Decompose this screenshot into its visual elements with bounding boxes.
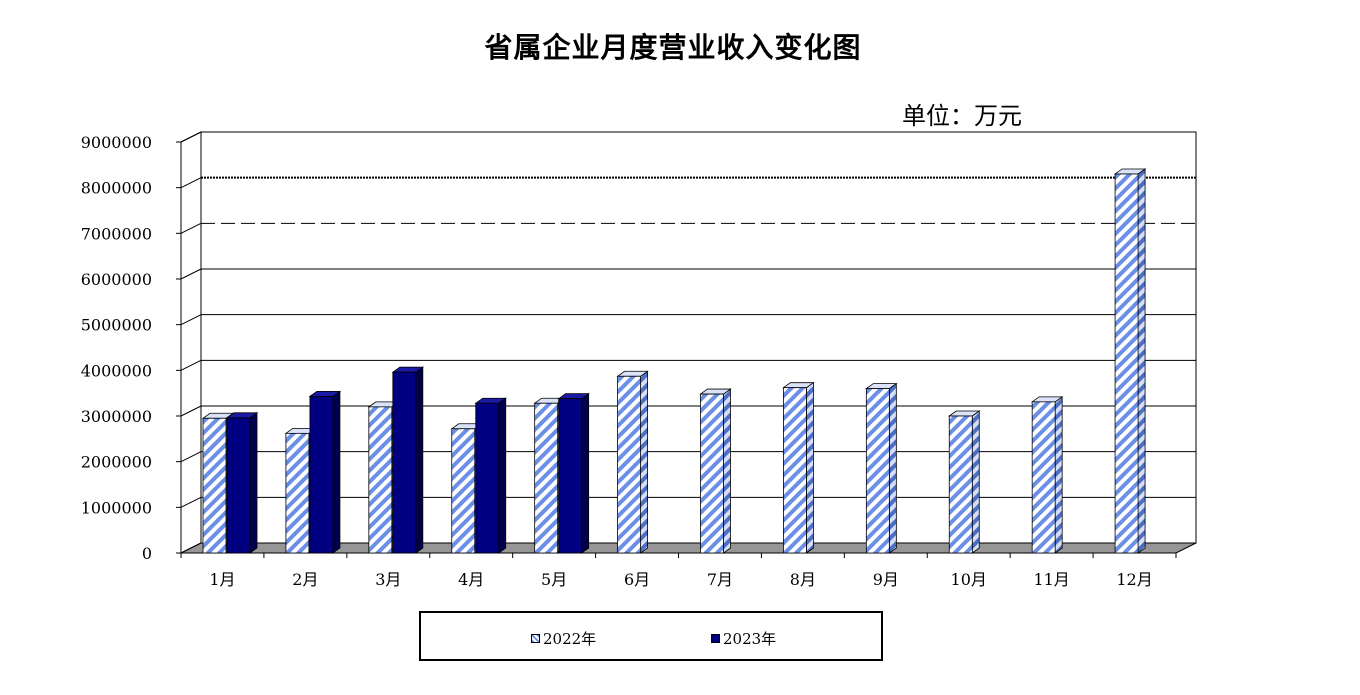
bar-2023 — [226, 417, 251, 554]
bar-2023 — [558, 398, 583, 554]
bar-2022 — [534, 402, 559, 554]
chart-title: 省属企业月度营业收入变化图 — [484, 31, 862, 64]
bar-2022-side — [1137, 168, 1146, 554]
bar-2023 — [392, 371, 417, 554]
x-tick-label: 8月 — [790, 570, 816, 589]
gridline-side — [180, 405, 202, 417]
legend: 2022年 2023年 — [419, 611, 883, 661]
bar-2022 — [783, 387, 807, 554]
x-tick-label: 9月 — [873, 570, 899, 589]
y-tick-label: 5000000 — [81, 316, 152, 335]
y-tick-label: 1000000 — [81, 498, 152, 517]
x-tick-label: 7月 — [707, 570, 733, 589]
x-tick-label: 6月 — [624, 570, 650, 589]
x-tick-label: 12月 — [1116, 570, 1152, 589]
x-tick-label: 1月 — [209, 570, 235, 589]
y-tick-label: 4000000 — [81, 361, 152, 380]
legend-label-2022: 2022年 — [543, 630, 597, 648]
gridline-side — [180, 314, 202, 326]
x-tick-label: 11月 — [1033, 570, 1069, 589]
bar-2022-side — [1054, 396, 1063, 554]
gridline-side — [180, 496, 202, 508]
unit-label: 单位：万元 — [902, 102, 1022, 130]
bar-2022-side — [723, 388, 731, 554]
bar-2022 — [1114, 173, 1139, 554]
plot-side-wall — [180, 131, 202, 554]
bar-2023-side — [581, 392, 590, 554]
bar-2022 — [451, 428, 476, 554]
x-tick-label: 3月 — [375, 570, 401, 589]
bar-2022 — [700, 393, 724, 554]
y-tick-label: 9000000 — [81, 133, 152, 152]
x-tick-label: 5月 — [541, 570, 567, 589]
bar-2022-side — [971, 410, 980, 554]
y-tick-label: 2000000 — [81, 453, 152, 472]
y-tick-label: 7000000 — [81, 224, 152, 243]
x-tick-label: 2月 — [292, 570, 318, 589]
bar-2023-side — [332, 390, 341, 554]
legend-item-2023: 2023年 — [711, 628, 776, 649]
y-tick-label: 8000000 — [81, 179, 152, 198]
bar-2022-side — [806, 381, 814, 554]
bar-2023 — [475, 402, 500, 554]
legend-swatch-2023 — [711, 634, 720, 643]
bar-2022-side — [888, 382, 897, 554]
y-tick-label: 0 — [142, 544, 152, 563]
bar-2022 — [617, 375, 641, 554]
bar-2022 — [368, 406, 393, 554]
bar-2022 — [285, 432, 310, 554]
gridline-side — [180, 222, 202, 234]
y-tick-label: 3000000 — [81, 407, 152, 426]
x-tick-label: 10月 — [951, 570, 987, 589]
bar-2022-side — [640, 370, 648, 554]
gridline-side — [180, 131, 202, 143]
gridline-side — [180, 359, 202, 371]
bar-2023-side — [249, 412, 258, 554]
bar-2023-side — [498, 397, 507, 554]
gridline-side — [180, 268, 202, 280]
bar-2023-side — [415, 366, 424, 554]
bar-2023 — [309, 395, 334, 554]
bar-2022 — [865, 388, 890, 554]
bar-2022 — [1031, 401, 1056, 554]
bar-2022 — [202, 417, 227, 554]
y-tick-label: 6000000 — [81, 270, 152, 289]
legend-swatch-2022 — [531, 634, 540, 643]
gridline-side — [180, 451, 202, 463]
x-tick-label: 4月 — [458, 570, 484, 589]
legend-label-2023: 2023年 — [723, 630, 777, 648]
legend-item-2022: 2022年 — [531, 628, 596, 649]
gridline-side — [180, 177, 202, 189]
bar-2022 — [948, 415, 973, 554]
